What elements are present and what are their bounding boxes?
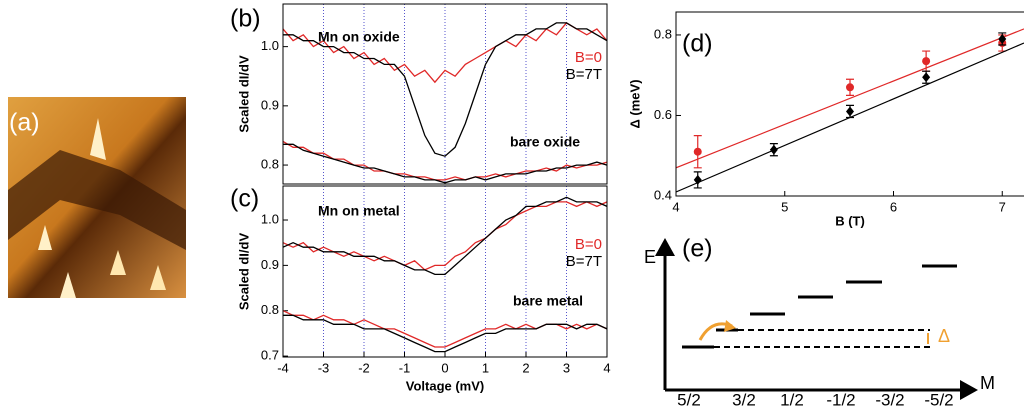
x-axis-label: B (T) (835, 213, 865, 228)
x-tick-label: 6 (890, 199, 897, 214)
x-tick-label: 2 (522, 360, 529, 375)
series-line (283, 22, 608, 157)
plot-frame (282, 185, 608, 358)
series-line (282, 201, 608, 271)
legend-entry: B=7T (566, 253, 602, 270)
data-point (998, 33, 1007, 44)
y-axis-label: Δ (meV) (627, 79, 642, 128)
legend-entry: B=0 (575, 236, 602, 253)
x-axis-label: Voltage (mV) (406, 378, 485, 393)
x-tick-label: -1 (399, 360, 411, 375)
y-axis-label: Scaled dI/dV (236, 55, 251, 133)
y-axis-label: Scaled dI/dV (236, 233, 251, 311)
series-line (282, 310, 608, 348)
legend-entry: B=7T (566, 66, 602, 83)
annotation: Mn on oxide (318, 29, 400, 45)
m-label: 5/2 (677, 390, 701, 409)
series-line (283, 314, 608, 353)
series-line (283, 143, 608, 184)
y-tick-label: 0.8 (261, 302, 279, 317)
y-tick-label: 1.0 (261, 38, 279, 53)
annotation: bare oxide (510, 134, 580, 150)
y-tick-label: 0.8 (654, 26, 672, 41)
legend-entry: B=0 (575, 49, 602, 66)
m-axis-label: M (980, 373, 995, 393)
gap-label: Δ (938, 326, 950, 346)
stm-image: (a) (8, 97, 186, 298)
data-point (693, 147, 702, 156)
x-tick-label: -2 (358, 360, 370, 375)
data-point (922, 57, 931, 66)
y-tick-label: 0.9 (261, 97, 279, 112)
x-tick-label: 3 (563, 360, 570, 375)
annotation: bare metal (513, 293, 583, 309)
y-tick-label: 0.8 (261, 156, 279, 171)
x-tick-label: 5 (781, 199, 788, 214)
panel-label: (d) (682, 30, 713, 58)
x-tick-label: -3 (318, 360, 330, 375)
panel-label: (c) (230, 185, 259, 213)
x-tick-label: 4 (672, 199, 679, 214)
m-label: -1/2 (826, 390, 855, 409)
energy-axis-label: E (644, 247, 656, 267)
energy-diagram: Δ E (e) M 5/2 3/2 1/2 -1/2 -3/2 -5/2 (644, 235, 995, 410)
series-line (282, 140, 608, 181)
m-label: 1/2 (780, 390, 804, 409)
panel-label: (e) (682, 235, 713, 263)
m-label: -5/2 (924, 390, 953, 409)
x-tick-label: 4 (603, 360, 610, 375)
plot-area (676, 28, 1024, 193)
y-tick-label: 1.0 (261, 211, 279, 226)
m-label: 3/2 (732, 390, 756, 409)
data-point (922, 72, 931, 83)
data-point (846, 83, 854, 92)
y-tick-label: 0.6 (654, 107, 672, 122)
x-tick-label: 7 (999, 199, 1006, 214)
x-tick-label: -4 (277, 360, 289, 375)
panel-label: (b) (230, 5, 261, 33)
y-tick-label: 0.9 (261, 257, 279, 272)
series-line (282, 22, 608, 84)
x-tick-label: 0 (441, 360, 448, 375)
plot-frame (282, 3, 608, 185)
series-line (282, 196, 608, 276)
y-tick-label: 0.4 (654, 187, 672, 202)
data-point (769, 144, 778, 155)
annotation: Mn on metal (318, 203, 400, 219)
x-tick-label: 1 (482, 360, 489, 375)
y-tick-label: 0.7 (261, 348, 279, 363)
data-point (846, 106, 854, 117)
panel-label: (a) (9, 109, 40, 137)
plot-frame (675, 11, 1024, 197)
data-point (693, 174, 702, 185)
m-label: -3/2 (875, 390, 904, 409)
fit-line (676, 28, 1024, 169)
